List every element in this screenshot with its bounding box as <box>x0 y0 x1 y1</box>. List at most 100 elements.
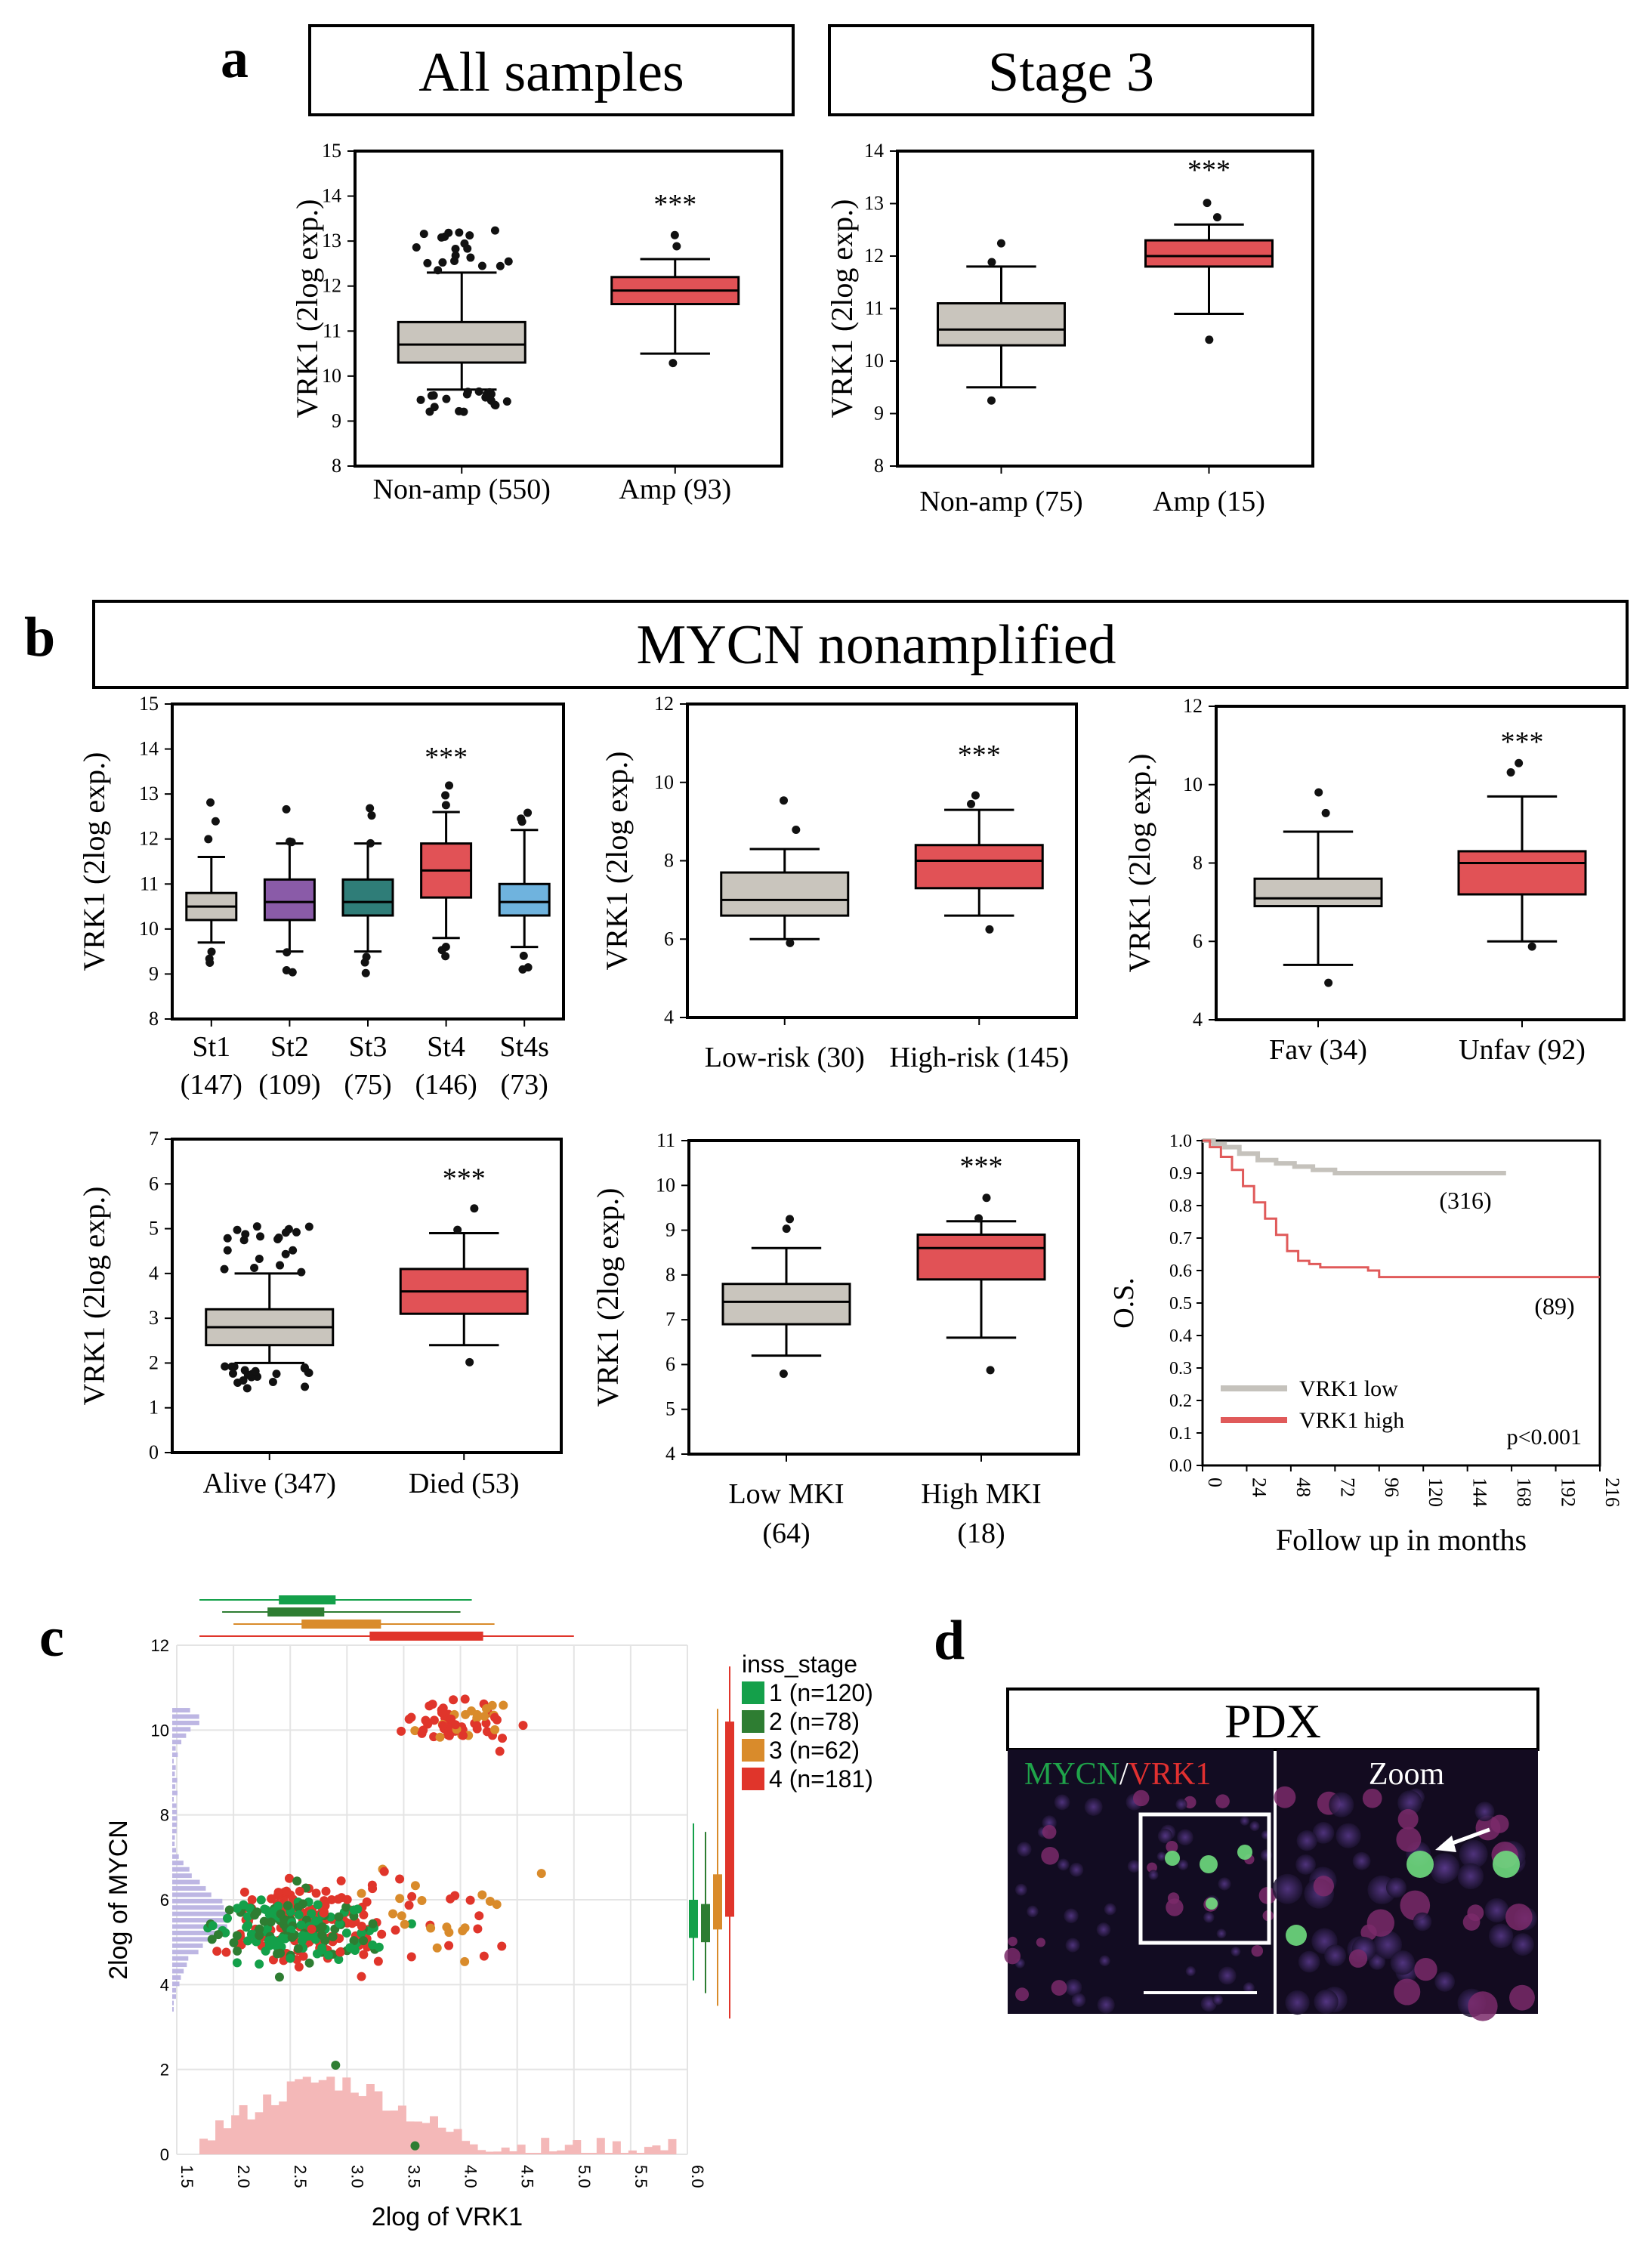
nucleus <box>1096 1922 1111 1937</box>
nucleus <box>1312 1821 1335 1844</box>
hist-bar-vrk1 <box>397 2105 406 2154</box>
scatter-point <box>264 1910 274 1919</box>
hist-bar-vrk1 <box>604 2153 613 2154</box>
y-tick-label: 0.3 <box>1169 1359 1192 1379</box>
hist-bar-vrk1 <box>620 2153 629 2154</box>
hist-bar-vrk1 <box>381 2111 391 2154</box>
hist-bar-vrk1 <box>247 2119 256 2154</box>
y-tick-label: 9 <box>665 1219 675 1241</box>
nucleus <box>1457 1863 1484 1890</box>
y-axis-label: VRK1 (2log exp.) <box>600 752 634 971</box>
pdx-title: PDX <box>1224 1694 1321 1748</box>
scatter-point <box>400 1919 409 1929</box>
scatter-point <box>331 2061 341 2070</box>
mycn-positive-cell <box>1237 1845 1252 1860</box>
hist-bar-mycn <box>172 1879 200 1885</box>
nucleus <box>1203 1912 1215 1923</box>
y-tick-label: 12 <box>139 828 159 850</box>
hist-bar-vrk1 <box>596 2138 605 2154</box>
nucleus <box>1212 1994 1224 2006</box>
scatter-point <box>490 1725 500 1734</box>
legend-label-low: VRK1 low <box>1299 1376 1398 1401</box>
plot-frame <box>687 1139 1080 1456</box>
y-tick-label: 8 <box>664 850 674 872</box>
scatter-point <box>286 1953 295 1963</box>
y-tick-label: 0.7 <box>1169 1229 1192 1249</box>
scatter-point <box>444 1928 454 1938</box>
y-tick-label: 11 <box>865 298 884 320</box>
mycn-positive-cell <box>1200 1855 1218 1873</box>
scatter-point <box>304 1958 314 1968</box>
nucleus <box>1488 1923 1514 1949</box>
scatter-point <box>492 1900 502 1910</box>
scatter-point <box>334 1912 344 1922</box>
hist-bar-vrk1 <box>501 2148 510 2154</box>
zoom-region-box <box>1138 1812 1271 1945</box>
hist-bar-vrk1 <box>477 2150 486 2154</box>
hist-bar-vrk1 <box>429 2116 438 2154</box>
scatter-point <box>317 1930 327 1940</box>
outlier-point <box>423 258 432 267</box>
scatter-point <box>292 1876 302 1886</box>
y-tick-label: 10 <box>139 918 159 940</box>
y-tick-label: 3 <box>149 1307 159 1329</box>
y-tick-label: 4 <box>665 1443 675 1465</box>
outlier-point <box>490 226 499 235</box>
hist-bar-vrk1 <box>541 2138 550 2154</box>
scatter-point <box>342 1894 352 1904</box>
nucleus <box>1036 1938 1045 1947</box>
nucleus <box>1249 1820 1260 1832</box>
y-tick-label: 11 <box>140 872 159 894</box>
hist-bar-vrk1 <box>557 2150 566 2154</box>
nucleus <box>1474 1802 1495 1822</box>
y-tick-label: 14 <box>322 185 341 207</box>
nucleus <box>1178 1859 1189 1870</box>
x-category-label: Fav (34) <box>1269 1034 1367 1066</box>
hist-bar-vrk1 <box>652 2145 661 2154</box>
nucleus <box>1071 1993 1086 2008</box>
outlier-point <box>1506 768 1515 777</box>
y-tick-label: 8 <box>874 455 884 477</box>
y-tick-label: 6 <box>1193 930 1203 952</box>
hist-bar-vrk1 <box>334 2090 343 2154</box>
scatter-point <box>449 1695 459 1705</box>
hist-bar-vrk1 <box>223 2128 232 2154</box>
panel-a-title-stage3: Stage 3 <box>988 42 1154 103</box>
nucleus <box>1216 1928 1227 1939</box>
outlier-point <box>459 407 468 416</box>
mycn-positive-cell <box>1206 1898 1218 1910</box>
hist-bar-mycn <box>172 1885 206 1891</box>
y-tick-label: 15 <box>322 140 341 162</box>
hist-bar-mycn <box>172 1987 177 1993</box>
iqr-box <box>916 1234 1046 1281</box>
hist-bar-mycn <box>172 1835 175 1840</box>
hist-bar-mycn <box>172 1950 199 1955</box>
scatter-point <box>349 1905 359 1915</box>
hist-bar-vrk1 <box>199 2138 208 2154</box>
y-tick-label: 7 <box>149 1128 159 1150</box>
hist-bar-vrk1 <box>588 2153 597 2154</box>
x-category-label: High MKI <box>921 1478 1041 1510</box>
nucleus <box>1314 1989 1339 2015</box>
hist-bar-vrk1 <box>279 2101 288 2154</box>
hist-bar-vrk1 <box>326 2077 335 2154</box>
y-tick-label: 14 <box>139 738 159 760</box>
y-tick-label: 10 <box>151 1721 169 1740</box>
scatter-point <box>259 1916 269 1926</box>
scatter-point <box>410 1726 420 1736</box>
hist-bar-mycn <box>172 1714 199 1719</box>
hist-bar-vrk1 <box>390 2110 399 2154</box>
scatter-point <box>432 1943 442 1953</box>
scatter-point <box>421 1715 431 1725</box>
outlier-point <box>301 1382 310 1391</box>
hist-bar-vrk1 <box>302 2077 311 2154</box>
nucleus <box>1167 1892 1180 1904</box>
scatter-point <box>256 1895 266 1905</box>
legend-swatch <box>742 1681 764 1704</box>
outlier-point <box>281 1249 290 1258</box>
outlier-point <box>1324 978 1333 987</box>
iqr-box <box>1253 877 1383 908</box>
significance-marker: *** <box>443 1163 486 1195</box>
hist-bar-vrk1 <box>644 2147 653 2154</box>
right-box <box>725 1722 734 1917</box>
